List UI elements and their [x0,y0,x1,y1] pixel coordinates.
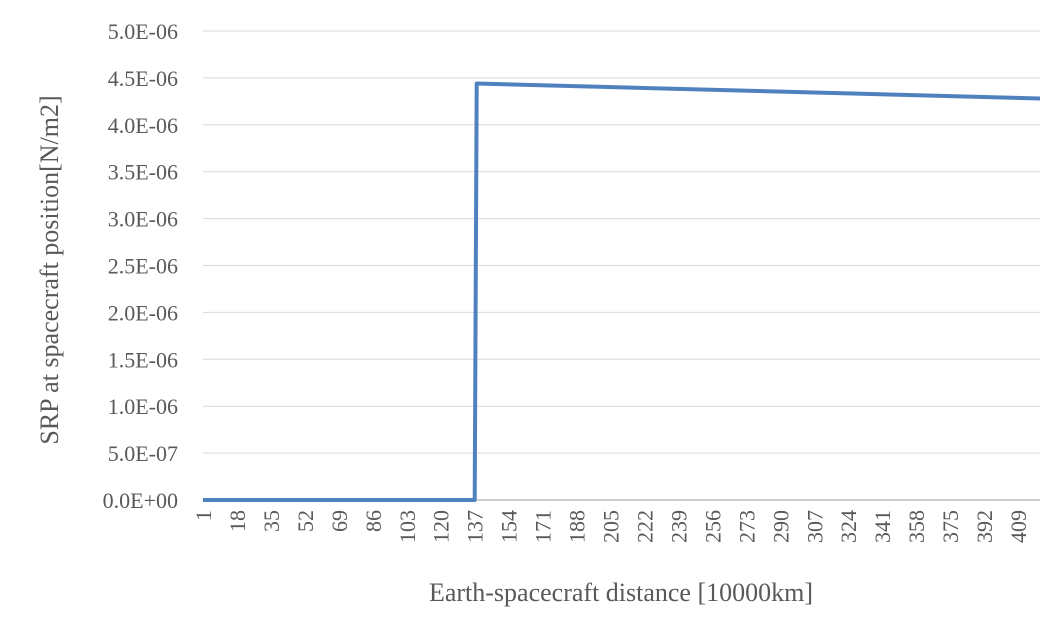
y-tick-label: 1.5E-06 [108,347,178,372]
x-tick-label: 239 [666,510,691,543]
x-tick-label: 188 [565,510,590,543]
x-tick-label: 120 [429,510,454,543]
plot-series [203,81,1041,502]
x-tick-label: 358 [904,510,929,543]
y-axis-tick-labels: 0.0E+00 5.0E-07 1.0E-06 1.5E-06 2.0E-06 2.5E-… [103,19,178,513]
x-tick-label: 392 [972,510,997,543]
x-tick-label: 256 [700,510,725,543]
x-axis-title: Earth-spacecraft distance [10000km] [429,578,813,607]
x-tick-label: 35 [259,510,284,532]
y-tick-label: 3.0E-06 [108,207,178,232]
x-tick-label: 171 [531,510,556,543]
x-tick-label: 273 [734,510,759,543]
x-tick-label: 307 [802,510,827,543]
x-tick-label: 86 [361,510,386,532]
y-tick-label: 1.0E-06 [108,394,178,419]
x-tick-label: 103 [395,510,420,543]
x-tick-label: 222 [632,510,657,543]
x-tick-label: 18 [225,510,250,532]
y-tick-label: 2.0E-06 [108,300,178,325]
x-tick-label: 137 [463,510,488,543]
x-tick-label: 341 [870,510,895,543]
y-tick-label: 2.5E-06 [108,254,178,279]
x-tick-label: 375 [938,510,963,543]
y-tick-label: 3.5E-06 [108,160,178,185]
x-tick-label: 154 [497,510,522,543]
y-tick-label: 0.0E+00 [103,488,178,513]
x-tick-label: 69 [327,510,352,532]
gridlines [203,30,1040,501]
x-tick-label: 52 [293,510,318,532]
x-tick-label: 324 [836,510,861,543]
x-tick-label: 205 [599,510,624,543]
series-line [203,81,1041,502]
y-tick-label: 5.0E-07 [108,441,178,466]
y-tick-label: 5.0E-06 [108,19,178,44]
x-tick-label: 1 [191,510,216,521]
x-tick-label: 409 [1006,510,1031,543]
y-tick-label: 4.0E-06 [108,113,178,138]
y-tick-label: 4.5E-06 [108,66,178,91]
y-axis-title: SRP at spacecraft position[N/m2] [35,95,64,444]
x-axis-tick-labels: 1 18 35 52 69 86 103 120 137 154 171 188 205 222 239 25… [191,510,1031,543]
x-tick-label: 290 [768,510,793,543]
